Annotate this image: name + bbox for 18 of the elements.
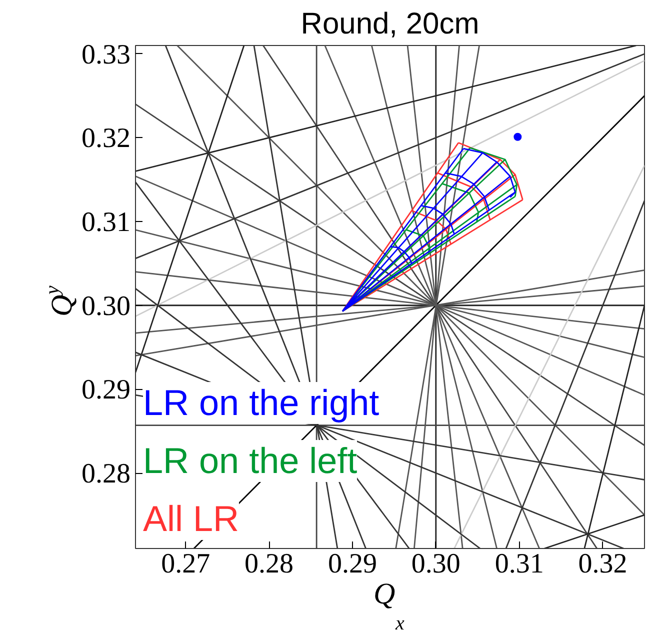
y-tick-label: 0.29 [82,374,130,406]
y-tick-label: 0.31 [82,207,130,238]
x-tick-label: 0.28 [244,548,294,580]
x-tick-label: 0.31 [494,548,544,580]
y-axis-title: Qy [42,286,78,316]
x-tick-label: 0.29 [328,548,377,580]
x-tick-label: 0.27 [161,548,210,580]
chart-title: Round, 20cm [300,8,480,40]
text: LR on the left [143,440,358,482]
x-tick-label: 0.30 [411,548,460,580]
y-tick-label: 0.32 [82,123,130,154]
y-tick-label: 0.33 [82,39,130,70]
y-tick-label: 0.28 [82,458,130,490]
text: LR on the right [143,382,380,424]
text: All LR [143,498,240,540]
x-axis-title: Qx [374,578,404,634]
x-tick-label: 0.32 [578,548,628,580]
y-tick-label: 0.30 [82,290,130,322]
